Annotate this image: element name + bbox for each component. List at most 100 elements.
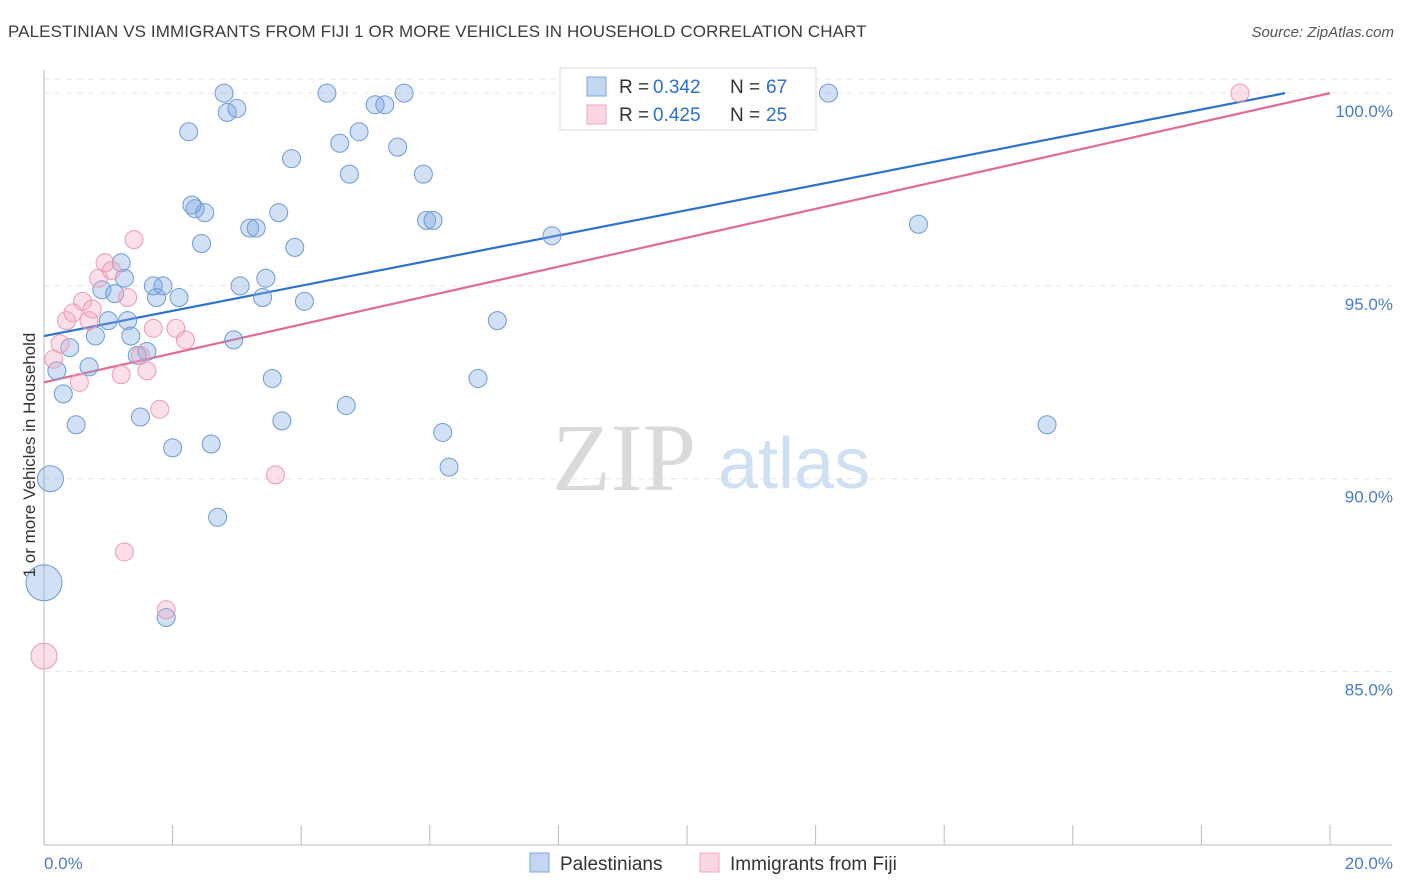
palestinians-point xyxy=(349,122,369,142)
legend-n-label: N = xyxy=(730,105,760,126)
palestinians-point xyxy=(153,276,173,296)
fiji-point xyxy=(50,334,70,354)
fiji-point xyxy=(124,230,144,250)
y-tick-label: 85.0% xyxy=(1345,680,1393,699)
palestinians-point xyxy=(272,411,292,431)
palestinians-point xyxy=(908,214,928,234)
palestinians-point xyxy=(121,326,141,346)
palestinians-point xyxy=(79,357,99,377)
palestinians-point xyxy=(163,438,183,458)
x-tick-label: 0.0% xyxy=(44,854,83,873)
legend-r-label: R = xyxy=(619,77,649,98)
fiji-point xyxy=(265,465,285,485)
bottom-legend-label: Immigrants from Fiji xyxy=(730,854,897,875)
trend-lines xyxy=(43,92,1331,384)
fiji-point xyxy=(57,311,77,331)
palestinians-point xyxy=(542,226,562,246)
fiji-point xyxy=(114,542,134,562)
palestinians-point xyxy=(282,149,302,169)
fiji-point xyxy=(95,253,115,273)
palestinians-point xyxy=(66,415,86,435)
fiji-trend-line xyxy=(43,92,1331,384)
palestinians-point xyxy=(179,122,199,142)
palestinians-point xyxy=(227,99,247,119)
palestinians-point xyxy=(185,199,205,219)
palestinians-point xyxy=(269,203,289,223)
palestinians-point xyxy=(246,218,266,238)
legend-box: R = 0.342 N = 67 R = 0.425 N = 25 xyxy=(559,67,817,131)
palestinians-point xyxy=(330,133,350,153)
legend-n-value: 25 xyxy=(766,105,787,126)
bottom-legend-swatch xyxy=(699,852,720,873)
palestinians-point xyxy=(262,368,282,388)
x-tick-label: 20.0% xyxy=(1345,854,1393,873)
palestinians-point xyxy=(240,218,260,238)
fiji-point xyxy=(30,642,58,670)
palestinians-point xyxy=(208,507,228,527)
fiji-point xyxy=(118,287,138,307)
palestinians-point xyxy=(256,268,276,288)
y-tick-label: 95.0% xyxy=(1345,295,1393,314)
palestinians-point xyxy=(118,311,138,331)
legend-n-value: 67 xyxy=(766,77,787,98)
legend-r-value: 0.342 xyxy=(653,77,701,98)
y-tick-label: 90.0% xyxy=(1345,488,1393,507)
palestinians-point xyxy=(60,338,80,358)
fiji-point xyxy=(156,600,176,620)
palestinians-point xyxy=(413,164,433,184)
palestinians-point xyxy=(417,210,437,230)
palestinians-point xyxy=(433,422,453,442)
palestinians-point xyxy=(182,195,202,215)
y-tick-label: 100.0% xyxy=(1335,102,1393,121)
legend-n-label: N = xyxy=(730,77,760,98)
palestinians-point xyxy=(92,280,112,300)
fiji-point xyxy=(175,330,195,350)
bottom-legend: Palestinians Immigrants from Fiji xyxy=(529,852,897,875)
palestinians-point xyxy=(105,284,125,304)
palestinians-point xyxy=(230,276,250,296)
palestinians-point xyxy=(192,234,212,254)
palestinians-point xyxy=(365,95,385,115)
fiji-point xyxy=(143,318,163,338)
palestinians-point xyxy=(285,237,305,257)
palestinians-point xyxy=(217,102,237,122)
legend-r-value: 0.425 xyxy=(653,105,701,126)
fiji-point xyxy=(137,361,157,381)
fiji-point xyxy=(73,291,93,311)
watermark: ZIP atlas xyxy=(552,404,870,511)
palestinians-point xyxy=(224,330,244,350)
bottom-legend-swatch xyxy=(529,852,550,873)
palestinians-point xyxy=(294,291,314,311)
axes: 0.0% 20.0% xyxy=(43,70,1393,873)
palestinians-point xyxy=(214,83,234,103)
palestinians-point xyxy=(388,137,408,157)
palestinians-point xyxy=(130,407,150,427)
palestinians-point xyxy=(394,83,414,103)
fiji-point xyxy=(79,311,99,331)
palestinians-point xyxy=(487,311,507,331)
palestinians-point xyxy=(25,564,63,602)
watermark-atlas: atlas xyxy=(718,424,870,504)
y-axis-label: 1 or more Vehicles in Household xyxy=(20,333,39,578)
fiji-point xyxy=(102,260,122,280)
watermark-zip: ZIP xyxy=(552,404,696,511)
palestinians-point xyxy=(317,83,337,103)
palestinians-point xyxy=(156,608,176,628)
palestinians-point xyxy=(336,395,356,415)
palestinians-point xyxy=(147,287,167,307)
palestinians-trend-line xyxy=(43,92,1286,338)
palestinians-point xyxy=(439,457,459,477)
fiji-point xyxy=(69,372,89,392)
palestinians-point xyxy=(201,434,221,454)
data-points xyxy=(25,83,1250,670)
palestinians-point xyxy=(253,287,273,307)
palestinians-point xyxy=(468,368,488,388)
palestinians-point xyxy=(36,465,64,493)
palestinians-point xyxy=(818,83,838,103)
palestinians-point xyxy=(423,210,443,230)
palestinians-point xyxy=(143,276,163,296)
palestinians-point xyxy=(98,311,118,331)
fiji-point xyxy=(111,365,131,385)
grid-lines: 85.0% 90.0% 95.0% 100.0% xyxy=(44,78,1393,699)
